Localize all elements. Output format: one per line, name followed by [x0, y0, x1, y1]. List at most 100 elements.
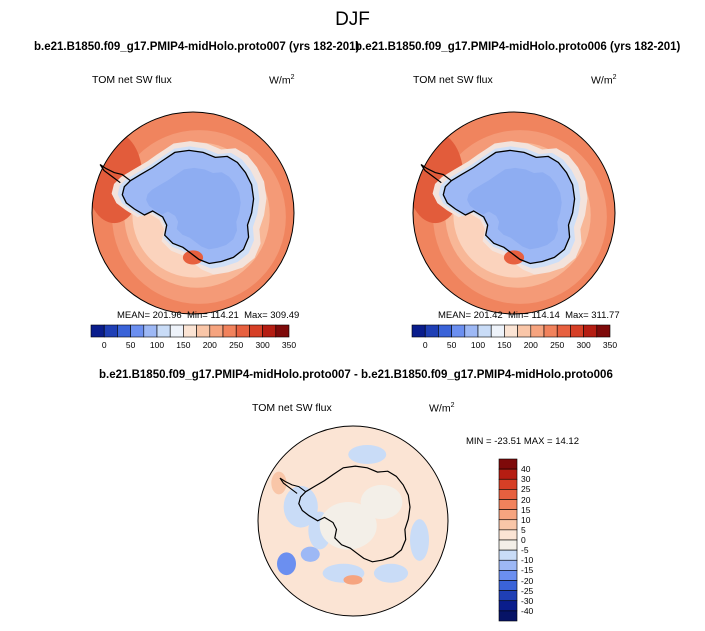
colorbar-swatch	[570, 324, 584, 338]
colorbar-swatch	[169, 324, 184, 338]
panel3-colorbar	[498, 458, 518, 622]
panel1-units: W/m2	[269, 74, 295, 87]
map-boundary	[257, 425, 449, 617]
colorbar-swatch	[411, 324, 426, 338]
colorbar-tick-label: 50	[125, 340, 136, 350]
colorbar-swatch	[90, 324, 105, 338]
colorbar-tick-label: 0	[101, 340, 107, 350]
figure-title: DJF	[335, 9, 370, 30]
panel3-subtitle: b.e21.B1850.f09_g17.PMIP4-midHolo.proto0…	[99, 369, 613, 381]
colorbar-swatch	[451, 324, 466, 338]
colorbar-tick-label: 200	[523, 340, 538, 350]
panel2-min: Min= 114.14	[507, 310, 560, 321]
panel1-subtitle: b.e21.B1850.f09_g17.PMIP4-midHolo.proto0…	[34, 41, 360, 53]
colorbar-swatch	[156, 324, 171, 338]
panel3-polar-map	[257, 425, 449, 617]
colorbar-tick-label: 0	[422, 340, 428, 350]
colorbar-swatch	[498, 468, 518, 480]
field-anomaly	[373, 563, 409, 583]
field-anomaly	[300, 546, 320, 562]
colorbar-tick-label: 200	[202, 340, 217, 350]
colorbar-tick-label: 350	[281, 340, 297, 350]
colorbar-swatch	[477, 324, 492, 338]
field-anomaly	[348, 445, 387, 464]
panel1-mean: MEAN= 201.96	[117, 310, 182, 321]
colorbar-swatch	[583, 324, 598, 338]
panel2-subtitle: b.e21.B1850.f09_g17.PMIP4-midHolo.proto0…	[355, 41, 681, 53]
colorbar-swatch	[438, 324, 452, 338]
colorbar-tick-label: -30	[521, 595, 534, 606]
colorbar-swatch	[464, 324, 479, 338]
panel1-min: Min= 114.21	[186, 310, 239, 321]
colorbar-tick-label: 300	[576, 340, 591, 350]
colorbar-swatch	[543, 324, 558, 338]
map-boundary	[412, 111, 616, 315]
colorbar-swatch	[143, 324, 158, 338]
field-anomaly	[410, 519, 429, 561]
field-warm-spot	[503, 250, 525, 265]
panel2-mean: MEAN= 201.42	[438, 310, 503, 321]
panel3-stats: MIN = -23.51 MAX = 14.12	[466, 436, 580, 447]
panel1-max: Max= 309.49	[244, 310, 300, 321]
colorbar-tick-label: 25	[521, 484, 531, 495]
colorbar-swatch	[249, 324, 263, 338]
colorbar-swatch	[275, 324, 290, 338]
map-boundary	[91, 111, 295, 315]
colorbar-tick-label: 20	[521, 494, 531, 505]
field-anomaly	[271, 471, 287, 495]
colorbar-tick-label: 350	[602, 340, 618, 350]
colorbar-swatch	[209, 324, 224, 338]
colorbar-tick-label: -15	[521, 565, 534, 576]
colorbar-swatch	[498, 519, 518, 531]
colorbar-swatch	[498, 559, 518, 571]
panel3-colorbar-ticks: 40 30 25 20 15 10 5 0 -5 -10 -15 -20 -25 -30 -40	[521, 459, 551, 621]
colorbar-tick-label: -25	[521, 585, 534, 596]
colorbar-swatch	[498, 549, 518, 561]
colorbar-swatch	[498, 539, 518, 551]
colorbar-tick-label: 5	[521, 524, 526, 535]
colorbar-swatch	[183, 324, 197, 338]
colorbar-tick-label: 300	[255, 340, 270, 350]
panel2-polar-map	[412, 111, 616, 315]
colorbar-tick-label: -20	[521, 575, 534, 586]
map-field	[413, 112, 615, 314]
colorbar-swatch	[498, 610, 518, 622]
colorbar-swatch	[490, 324, 505, 338]
field-anomaly	[360, 484, 403, 520]
field-anomaly	[343, 575, 363, 585]
antarctica-coastline	[442, 149, 576, 265]
field-warm-spot	[182, 250, 204, 265]
colorbar-tick-label: 15	[521, 504, 531, 515]
colorbar-swatch	[196, 324, 211, 338]
colorbar-swatch	[498, 478, 518, 490]
colorbar-swatch	[424, 324, 439, 338]
colorbar-tick-label: 150	[497, 340, 512, 350]
map-field	[258, 426, 448, 616]
panel2-colorbar	[411, 324, 611, 338]
colorbar-tick-label: 30	[521, 474, 531, 485]
panel3-variable-label: TOM net SW flux	[252, 402, 332, 414]
colorbar-tick-label: 10	[521, 514, 531, 525]
colorbar-swatch	[504, 324, 518, 338]
panel2-units: W/m2	[591, 74, 617, 87]
colorbar-swatch	[498, 499, 518, 510]
colorbar-tick-label: -5	[521, 545, 529, 556]
colorbar-swatch	[596, 324, 611, 338]
panel2-variable-label: TOM net SW flux	[413, 74, 493, 86]
colorbar-swatch	[262, 324, 277, 338]
colorbar-swatch	[498, 458, 518, 470]
map-field	[92, 112, 294, 314]
peninsula-coastline	[279, 477, 307, 494]
colorbar-swatch	[498, 489, 518, 500]
antarctica-coastline	[121, 149, 255, 265]
panel2-stats: MEAN= 201.42 Min= 114.14 Max= 311.77	[438, 310, 620, 321]
field-continent-core	[467, 167, 562, 250]
colorbar-tick-label: -10	[521, 555, 534, 566]
colorbar-swatch	[130, 324, 145, 338]
colorbar-swatch	[498, 570, 518, 581]
colorbar-tick-label: 100	[470, 340, 486, 350]
panel1-colorbar-ticks: 0 50 100 150 200 250 300 350	[91, 340, 296, 352]
colorbar-tick-label: -40	[521, 605, 534, 616]
antarctica-coastline	[298, 465, 411, 563]
colorbar-swatch	[117, 324, 131, 338]
